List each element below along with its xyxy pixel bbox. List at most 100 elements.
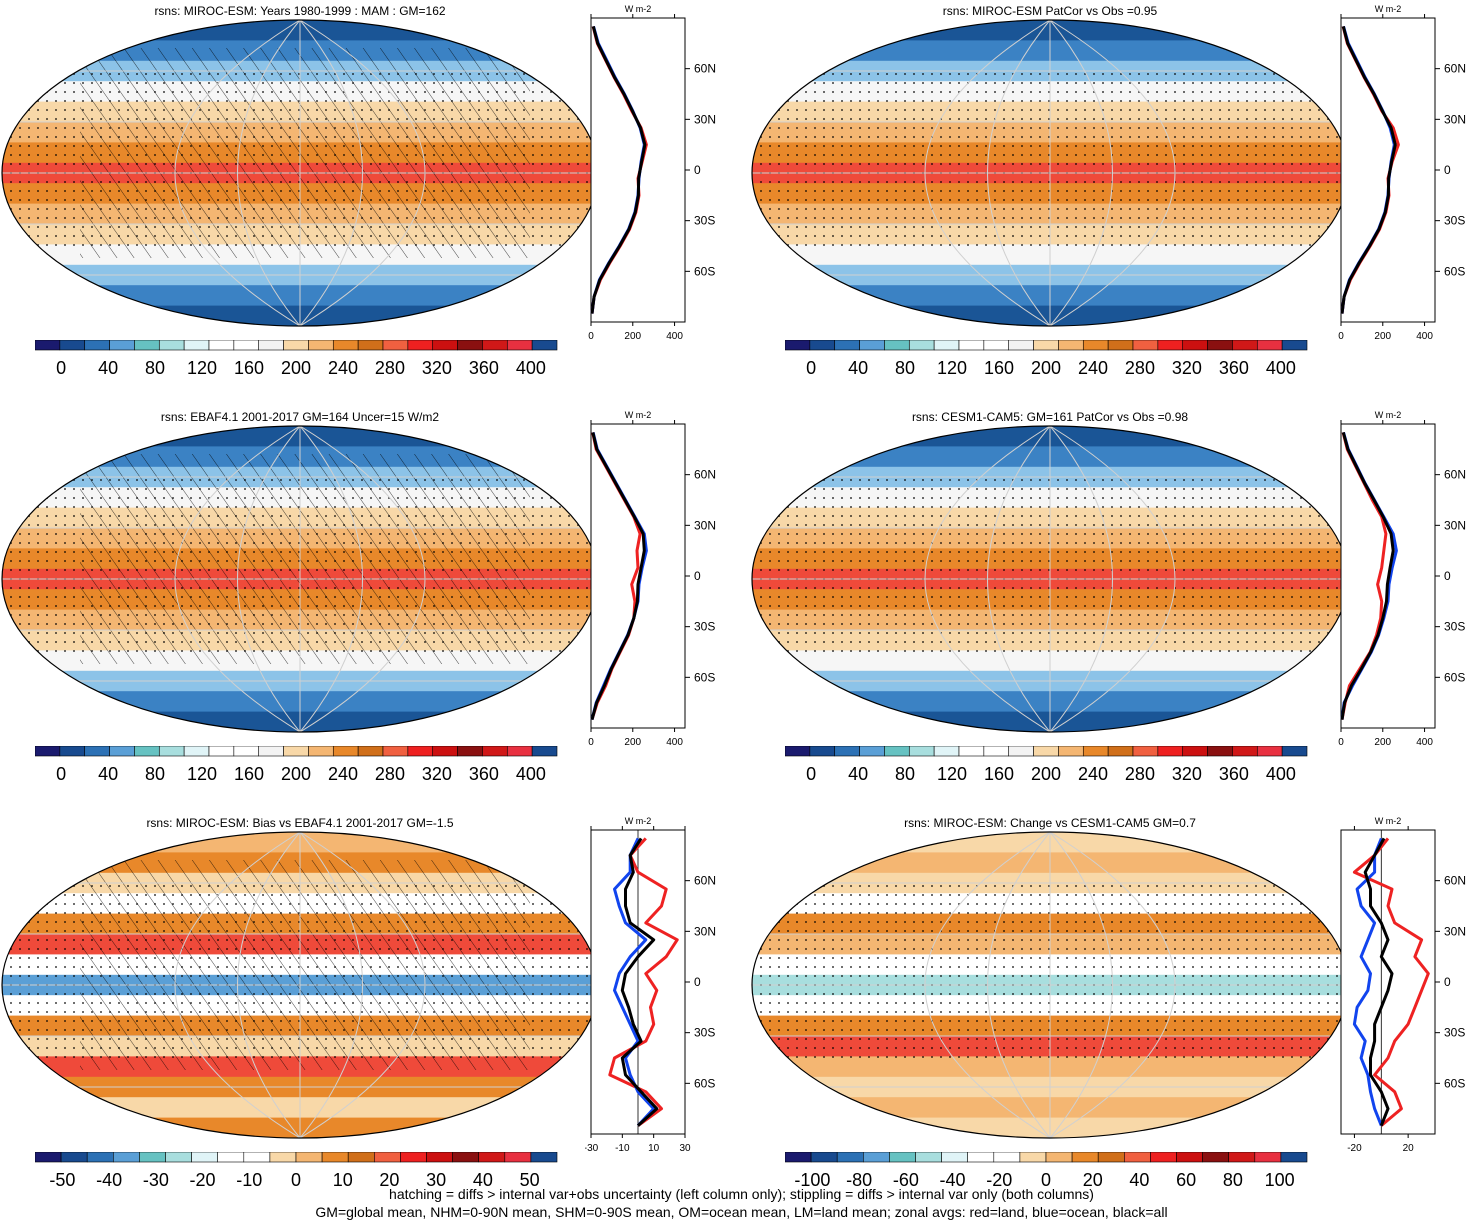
zonal-lat-label: 0: [1444, 975, 1451, 989]
colorbar-swatch: [1207, 746, 1233, 757]
zonal-unit-label: W m-2: [1375, 410, 1402, 420]
hatching: [80, 454, 530, 664]
zonal-series-all: [620, 837, 659, 1127]
colorbar-label: 80: [895, 764, 915, 784]
zonal-x-label: -20: [1347, 1143, 1362, 1154]
colorbar-swatch: [1033, 340, 1059, 351]
footer-line-1: hatching = diffs > internal var+obs unce…: [389, 1186, 1094, 1202]
graticule-line: [924, 20, 1051, 326]
zonal-unit-label: W m-2: [625, 4, 652, 14]
colorbar-swatch: [993, 1152, 1021, 1163]
zonal-profile: W m-2 60N 30N 0 30S 60S 0 200 400: [588, 410, 716, 748]
colorbar-label: 40: [848, 764, 868, 784]
colorbar-label: -100: [794, 1170, 830, 1190]
colorbar-label: 200: [1031, 358, 1061, 378]
zonal-x-label: 200: [624, 331, 641, 342]
colorbar-swatch: [109, 746, 135, 757]
panel-title: rsns: EBAF4.1 2001-2017 GM=164 Uncer=15 …: [160, 410, 440, 424]
zonal-x-label: 0: [1338, 737, 1344, 748]
colorbar-swatch: [1082, 340, 1109, 351]
colorbar-swatch: [958, 340, 985, 351]
colorbar-swatch: [1045, 1152, 1073, 1163]
colorbar-swatch: [889, 1152, 916, 1163]
colorbar-swatch: [258, 340, 284, 351]
zonal-lat-label: 60N: [1444, 468, 1466, 482]
colorbar-swatch: [233, 340, 260, 351]
colorbar-label: 40: [98, 358, 118, 378]
colorbar-label: 0: [56, 764, 66, 784]
colorbar-swatch: [504, 1152, 532, 1163]
map-plot: [1, 425, 599, 733]
zonal-lat-label: 30N: [694, 924, 716, 938]
zonal-x-label: 400: [1416, 737, 1433, 748]
colorbar-label: 360: [469, 358, 499, 378]
graticule-line: [1049, 426, 1113, 732]
zonal-lat-label: 30S: [694, 214, 715, 228]
colorbar-swatch: [1082, 746, 1109, 757]
colorbar-swatch: [908, 746, 935, 757]
graticule-line: [1049, 832, 1113, 1138]
colorbar-label: -50: [49, 1170, 75, 1190]
colorbar-label: 240: [328, 764, 358, 784]
colorbar-swatch: [357, 340, 384, 351]
colorbar-swatch: [295, 1152, 323, 1163]
zonal-lat-label: 60S: [694, 1076, 715, 1090]
colorbar-swatch: [1123, 1152, 1151, 1163]
colorbar-swatch: [269, 1152, 297, 1163]
zonal-x-label: 30: [679, 1143, 691, 1154]
colorbar-swatch: [983, 340, 1010, 351]
colorbar-swatch: [1280, 1152, 1308, 1163]
graticule-line: [237, 426, 301, 732]
zonal-x-label: 0: [1338, 331, 1344, 342]
colorbar-label: 120: [187, 764, 217, 784]
zonal-series-land: [1352, 837, 1430, 1127]
graticule-line: [299, 832, 426, 1138]
zonal-series-all: [1340, 432, 1395, 720]
zonal-series-ocean: [1352, 837, 1383, 1127]
colorbar-swatch: [134, 340, 160, 351]
colorbar-label: -20: [986, 1170, 1012, 1190]
graticule-line: [174, 832, 301, 1138]
colorbar-swatch: [933, 340, 960, 351]
zonal-x-label: 400: [666, 737, 683, 748]
colorbar-label: 320: [1172, 764, 1202, 784]
colorbar-label: 80: [895, 358, 915, 378]
panel-title: rsns: CESM1-CAM5: GM=161 PatCor vs Obs =…: [911, 410, 1189, 424]
map-plot: [751, 831, 1349, 1139]
zonal-x-label: 0: [588, 737, 594, 748]
colorbar-swatch: [233, 746, 260, 757]
colorbar-label: 40: [473, 1170, 493, 1190]
zonal-lat-label: 60N: [1444, 62, 1466, 76]
zonal-x-label: 200: [624, 737, 641, 748]
colorbar-swatch: [258, 746, 284, 757]
colorbar-swatch: [208, 340, 235, 351]
colorbar-label: 100: [1265, 1170, 1295, 1190]
colorbar-label: 240: [328, 358, 358, 378]
colorbar-label: 360: [469, 764, 499, 784]
zonal-lat-label: 60S: [1444, 670, 1465, 684]
zonal-lat-label: 30N: [694, 518, 716, 532]
colorbar-swatch: [432, 340, 458, 351]
colorbar-swatch: [400, 1152, 427, 1163]
colorbar-swatch: [432, 746, 458, 757]
colorbar-swatch: [332, 340, 359, 351]
colorbar-swatch: [1228, 1152, 1256, 1163]
colorbar-label: -30: [143, 1170, 169, 1190]
colorbar-swatch: [1182, 746, 1208, 757]
colorbar-swatch: [1097, 1152, 1125, 1163]
zonal-frame: [1340, 829, 1436, 1135]
colorbar-swatch: [452, 1152, 480, 1163]
colorbar-label: 20: [379, 1170, 399, 1190]
colorbar-label: 280: [375, 358, 405, 378]
graticule-line: [299, 832, 363, 1138]
zonal-profile: W m-2 60N 30N 0 30S 60S 0 200 400: [588, 4, 716, 342]
zonal-series-all: [1340, 26, 1397, 314]
zonal-unit-label: W m-2: [625, 410, 652, 420]
colorbar-swatch: [308, 746, 334, 757]
colorbar-label: 80: [145, 764, 165, 784]
graticule-line: [299, 426, 363, 732]
colorbar-label: 160: [234, 358, 264, 378]
colorbar-swatch: [84, 340, 110, 351]
panel-3: rsns: EBAF4.1 2001-2017 GM=164 Uncer=15 …: [0, 406, 741, 813]
graticule-line: [924, 426, 1051, 732]
